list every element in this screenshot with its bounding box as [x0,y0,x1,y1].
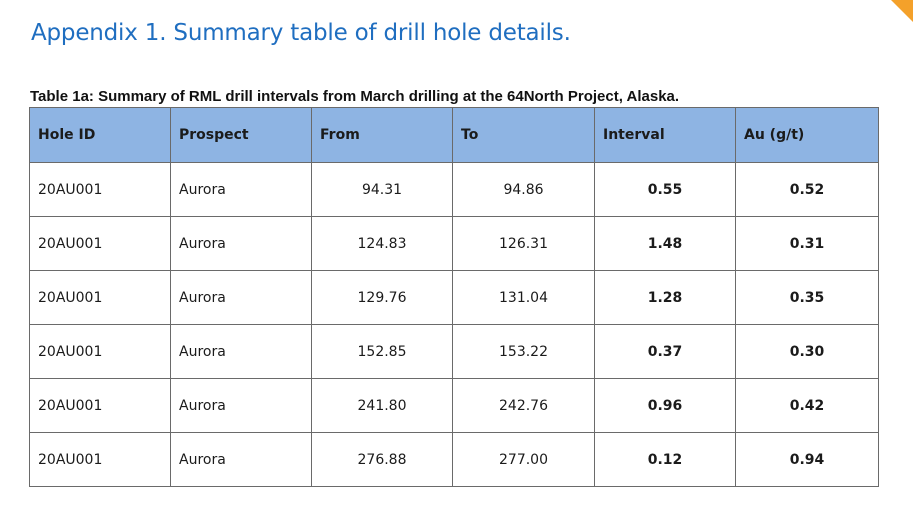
cell-interval: 0.12 [594,432,736,487]
cell-from: 152.85 [311,324,453,379]
cell-to: 126.31 [452,216,595,271]
cell-hole-id: 20AU001 [29,378,171,433]
table-row: 20AU001 Aurora 129.76 131.04 1.28 0.35 [29,270,879,325]
column-header-from: From [311,107,453,163]
cell-au: 0.31 [735,216,879,271]
drill-intervals-table: Hole ID Prospect From To Interval Au (g/… [29,107,879,487]
table-row: 20AU001 Aurora 276.88 277.00 0.12 0.94 [29,432,879,487]
cell-interval: 1.28 [594,270,736,325]
cell-hole-id: 20AU001 [29,270,171,325]
cell-au: 0.30 [735,324,879,379]
table-row: 20AU001 Aurora 241.80 242.76 0.96 0.42 [29,378,879,433]
cell-to: 242.76 [452,378,595,433]
column-header-prospect: Prospect [170,107,312,163]
cell-hole-id: 20AU001 [29,324,171,379]
table-row: 20AU001 Aurora 94.31 94.86 0.55 0.52 [29,162,879,217]
cell-from: 94.31 [311,162,453,217]
cell-from: 129.76 [311,270,453,325]
cell-interval: 0.37 [594,324,736,379]
cell-prospect: Aurora [170,378,312,433]
table-header-row: Hole ID Prospect From To Interval Au (g/… [29,107,879,163]
cell-from: 124.83 [311,216,453,271]
cell-au: 0.94 [735,432,879,487]
column-header-au: Au (g/t) [735,107,879,163]
cell-au: 0.35 [735,270,879,325]
cell-au: 0.52 [735,162,879,217]
cell-prospect: Aurora [170,324,312,379]
cell-interval: 1.48 [594,216,736,271]
cell-prospect: Aurora [170,270,312,325]
cell-hole-id: 20AU001 [29,432,171,487]
table-caption: Table 1a: Summary of RML drill intervals… [30,88,680,105]
column-header-to: To [452,107,595,163]
cell-au: 0.42 [735,378,879,433]
cell-from: 241.80 [311,378,453,433]
cell-to: 131.04 [452,270,595,325]
table-row: 20AU001 Aurora 152.85 153.22 0.37 0.30 [29,324,879,379]
cell-to: 277.00 [452,432,595,487]
column-header-hole-id: Hole ID [29,107,171,163]
cell-to: 94.86 [452,162,595,217]
cell-from: 276.88 [311,432,453,487]
cell-hole-id: 20AU001 [29,162,171,217]
cell-prospect: Aurora [170,162,312,217]
cell-prospect: Aurora [170,432,312,487]
cell-hole-id: 20AU001 [29,216,171,271]
cell-prospect: Aurora [170,216,312,271]
column-header-interval: Interval [594,107,736,163]
cell-interval: 0.96 [594,378,736,433]
table-row: 20AU001 Aurora 124.83 126.31 1.48 0.31 [29,216,879,271]
corner-accent-decoration [891,0,913,22]
page-title: Appendix 1. Summary table of drill hole … [31,20,571,46]
cell-interval: 0.55 [594,162,736,217]
cell-to: 153.22 [452,324,595,379]
